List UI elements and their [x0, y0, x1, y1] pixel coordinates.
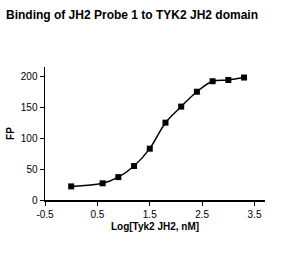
svg-text:0: 0 [32, 195, 38, 206]
svg-text:2.5: 2.5 [195, 209, 209, 220]
svg-text:Binding of JH2 Probe 1 to TYK2: Binding of JH2 Probe 1 to TYK2 JH2 domai… [6, 8, 258, 22]
svg-text:-0.5: -0.5 [36, 209, 54, 220]
svg-text:Log[Tyk2 JH2, nM]: Log[Tyk2 JH2, nM] [111, 221, 199, 232]
svg-text:150: 150 [21, 102, 38, 113]
svg-text:200: 200 [21, 71, 38, 82]
svg-text:FP: FP [5, 127, 16, 140]
svg-text:1.5: 1.5 [143, 209, 157, 220]
svg-text:50: 50 [26, 164, 38, 175]
svg-text:0.5: 0.5 [90, 209, 104, 220]
svg-text:3.5: 3.5 [248, 209, 262, 220]
svg-text:100: 100 [21, 133, 38, 144]
